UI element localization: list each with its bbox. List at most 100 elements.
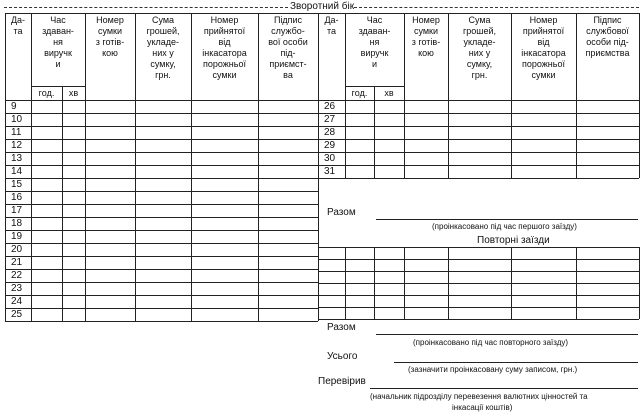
checked-by-note-line1: (начальник підрозділу перевезення валютн…: [370, 392, 588, 401]
title-rule-right: [354, 7, 639, 8]
left-col-line: [5, 13, 6, 321]
right-time-header: Час здаван- ня виручк и: [358, 15, 391, 69]
left-header-bottom: [5, 100, 318, 101]
left-row-date: 18: [11, 218, 23, 229]
repeat-grid-row-line: [318, 307, 639, 308]
left-col-line: [31, 13, 32, 321]
right-row-line: [318, 139, 639, 140]
left-row-date: 19: [11, 231, 23, 242]
left-amount-header: Сума грошей, укладе- них у сумку, грн.: [146, 15, 180, 80]
right-header-bottom: [318, 100, 639, 101]
left-row-line: [5, 126, 318, 127]
checked-by-note-line2: інкасації коштів): [452, 403, 513, 412]
left-row-date: 25: [11, 309, 23, 320]
left-empty-bag-header: Номер прийнятої від інкасатора порожньої…: [202, 15, 247, 80]
left-row-date: 17: [11, 205, 23, 216]
total-first-note: (проінкасовано під час першого заїзду): [432, 222, 577, 231]
right-minutes-subheader: хв: [384, 88, 394, 98]
right-row-line: [318, 152, 639, 153]
left-row-line: [5, 230, 318, 231]
left-row-date: 9: [11, 101, 17, 112]
left-hours-subheader: год.: [38, 88, 55, 98]
right-col-line: [404, 13, 405, 178]
table-top-border: [5, 13, 639, 14]
right-row-date: 31: [324, 166, 336, 177]
left-row-line: [5, 282, 318, 283]
left-col-line: [135, 13, 136, 321]
checked-by-line: [370, 388, 638, 389]
left-row-line: [5, 191, 318, 192]
repeat-grid-col-line: [511, 247, 512, 319]
total-first-line: [376, 219, 638, 220]
left-minutes-subheader: хв: [68, 88, 79, 98]
right-col-line: [639, 13, 640, 178]
left-row-date: 15: [11, 179, 23, 190]
total-first-label: Разом: [327, 207, 356, 218]
right-col-line: [576, 13, 577, 178]
grand-total-line: [394, 362, 638, 363]
right-col-line: [318, 13, 319, 178]
right-row-date: 28: [324, 127, 336, 138]
left-row-date: 14: [11, 166, 23, 177]
left-col-line: [85, 13, 86, 321]
left-row-line: [5, 321, 318, 322]
left-row-line: [5, 256, 318, 257]
left-date-header: Да- та: [10, 15, 26, 36]
left-col-line: [258, 13, 259, 321]
right-row-date: 29: [324, 140, 336, 151]
left-row-date: 12: [11, 140, 23, 151]
right-col-line: [511, 13, 512, 178]
left-row-date: 23: [11, 283, 23, 294]
left-row-line: [5, 308, 318, 309]
left-col-line: [191, 13, 192, 321]
right-signature-header: Підпис службової особи під- приємства: [585, 15, 630, 58]
left-time-header: Час здаван- ня виручк и: [42, 15, 74, 69]
left-bag-number-header: Номер сумки з готів- кою: [95, 15, 125, 58]
form-title: Зворотний бік: [290, 1, 355, 12]
total-repeat-label: Разом: [327, 322, 356, 333]
left-row-line: [5, 204, 318, 205]
left-hours-divider: [62, 86, 63, 321]
left-row-line: [5, 152, 318, 153]
repeat-grid-row-line: [318, 295, 639, 296]
repeat-grid-row-line: [318, 271, 639, 272]
right-row-line: [318, 165, 639, 166]
left-row-line: [5, 113, 318, 114]
left-row-date: 21: [11, 257, 23, 268]
right-row-line: [318, 126, 639, 127]
left-row-line: [5, 217, 318, 218]
repeat-grid-col-line: [639, 247, 640, 319]
repeat-grid-top: [318, 247, 639, 248]
left-row-line: [5, 165, 318, 166]
repeat-visits-title: Повторні заїзди: [477, 235, 550, 246]
left-row-line: [5, 243, 318, 244]
left-signature-header: Підпис службо- вої особи під- приємст- в…: [268, 15, 308, 80]
grand-total-label: Усього: [327, 351, 358, 362]
left-row-date: 24: [11, 296, 23, 307]
repeat-grid-col-line: [576, 247, 577, 319]
grand-total-note: (зазначити проінкасовану суму записом, г…: [408, 365, 578, 374]
right-row-line: [318, 178, 639, 179]
left-row-date: 13: [11, 153, 23, 164]
right-empty-bag-header: Номер прийнятої від інкасатора порожньої…: [521, 15, 566, 80]
left-row-line: [5, 139, 318, 140]
right-row-date: 30: [324, 153, 336, 164]
left-row-date: 16: [11, 192, 23, 203]
right-hours-subheader: год.: [351, 88, 368, 98]
repeat-grid-col-line: [404, 247, 405, 319]
repeat-grid-col-line: [448, 247, 449, 319]
right-col-line: [345, 13, 346, 178]
right-row-date: 26: [324, 101, 336, 112]
left-row-date: 22: [11, 270, 23, 281]
checked-by-label: Перевірив: [318, 376, 366, 387]
left-row-date: 20: [11, 244, 23, 255]
left-row-date: 10: [11, 114, 23, 125]
repeat-grid-col-line: [374, 247, 375, 319]
left-row-line: [5, 178, 318, 179]
total-repeat-note: (проінкасовано під час повторного заїзду…: [413, 338, 569, 347]
repeat-grid-row-line: [318, 283, 639, 284]
right-col-line: [448, 13, 449, 178]
left-row-line: [5, 295, 318, 296]
right-row-date: 27: [324, 114, 336, 125]
